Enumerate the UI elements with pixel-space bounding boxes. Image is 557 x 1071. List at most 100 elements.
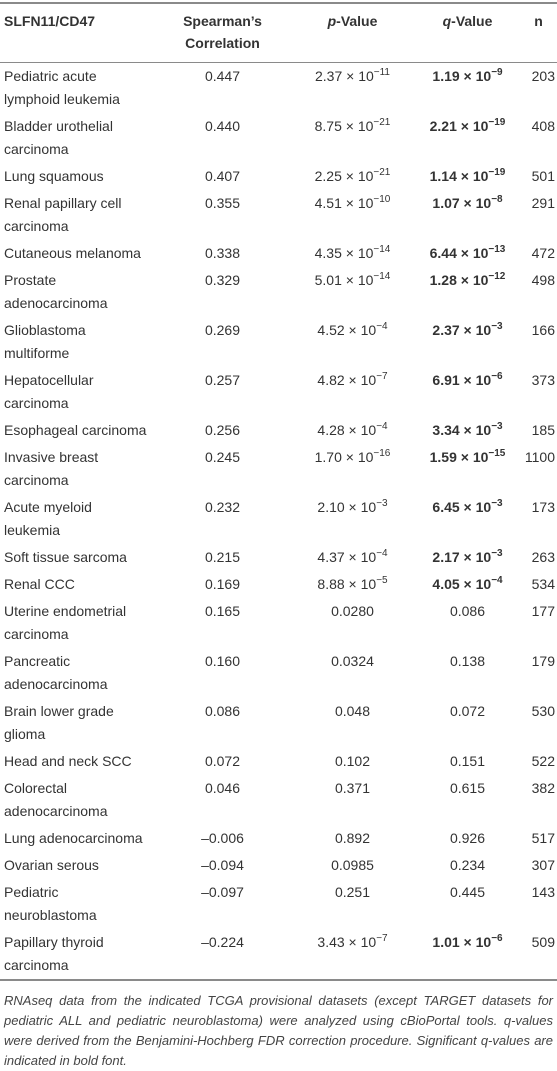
bold-value: 6.45 × 10−3	[432, 499, 502, 516]
cell-text: –0.094	[201, 857, 244, 873]
table-cell: 0.232	[155, 494, 290, 544]
cell-text: 185	[531, 422, 555, 438]
cell-text: 0.440	[204, 118, 241, 134]
table-cell: 4.82 × 10−7	[290, 367, 415, 417]
exponent: −19	[488, 167, 506, 178]
table-cell: 4.28 × 10−4	[290, 417, 415, 444]
table-cell: 373	[520, 367, 557, 417]
mantissa: 2.37 × 10	[432, 322, 492, 338]
mantissa: 1.28 × 10	[429, 272, 489, 288]
mantissa: 4.28 × 10	[317, 422, 377, 438]
mantissa: 4.37 × 10	[317, 549, 377, 565]
bold-value: 6.91 × 10−6	[432, 371, 503, 389]
table-cell: 0.338	[155, 240, 290, 267]
cell-text: 534	[531, 576, 555, 592]
exponent: −12	[488, 271, 506, 282]
table-cell: 2.21 × 10−19	[415, 113, 520, 163]
cell-text: 0.086	[204, 703, 241, 719]
table-row: Colorectal adenocarcinoma 0.046 0.371 0.615…	[0, 775, 557, 825]
table-row: Bladder urothelial carcinoma 0.440 8.75 × …	[0, 113, 557, 163]
mantissa: 5.01 × 10	[314, 272, 374, 288]
bold-value: 1.59 × 10−15	[430, 449, 506, 466]
cell-text: 408	[531, 118, 555, 134]
table-cell: 0.440	[155, 113, 290, 163]
table-cell: 0.0280	[290, 598, 415, 648]
exponent: −21	[373, 117, 391, 128]
mantissa: 2.10 × 10	[317, 499, 377, 515]
table-cell: 0.086	[415, 598, 520, 648]
cell-text: 173	[531, 499, 555, 515]
table-row: Renal papillary cell carcinoma 0.355 4.51 …	[0, 190, 557, 240]
table-cell: 143	[520, 879, 557, 929]
table-cell: 530	[520, 698, 557, 748]
table-cell: 0.072	[415, 698, 520, 748]
table-cell: 0.046	[155, 775, 290, 825]
cell-text: 203	[531, 68, 555, 84]
cell-text: 0.257	[204, 372, 241, 388]
cell-text: –0.224	[201, 934, 244, 950]
table-cell: 0.892	[290, 825, 415, 852]
header-italic: q	[442, 13, 452, 29]
table-note: RNAseq data from the indicated TCGA prov…	[4, 993, 553, 1068]
table-cell: 0.169	[155, 571, 290, 598]
table-cell: 2.10 × 10−3	[290, 494, 415, 544]
exponent: −5	[376, 575, 388, 586]
exponent: −6	[491, 933, 503, 944]
exponent: −4	[376, 321, 388, 332]
cell-text: 0.072	[204, 753, 241, 769]
cell-text: 0.215	[204, 549, 241, 565]
table-header: SLFN11/CD47 Spearman’s Correlation p-Value…	[0, 3, 557, 63]
table-cell: 0.251	[290, 879, 415, 929]
table-cell: 382	[520, 775, 557, 825]
cell-text: 382	[531, 780, 555, 796]
table-cell: 1.28 × 10−12	[415, 267, 520, 317]
table-cell: –0.224	[155, 929, 290, 980]
table-cell: 177	[520, 598, 557, 648]
header-cell: p-Value	[290, 3, 415, 63]
cancer-type: Prostate adenocarcinoma	[4, 272, 108, 311]
exponent: −19	[488, 117, 506, 128]
table-row: Pediatric neuroblastoma –0.097 0.251 0.445 1…	[0, 879, 557, 929]
table-cell: 0.407	[155, 163, 290, 190]
mantissa: 8.88 × 10	[317, 576, 377, 592]
header-cell: n	[534, 13, 543, 29]
cell-text: –0.097	[201, 884, 244, 900]
table-cell: 4.51 × 10−10	[290, 190, 415, 240]
table-cell: 1.14 × 10−19	[415, 163, 520, 190]
mantissa: 1.07 × 10	[432, 195, 492, 211]
table-cell: 0.329	[155, 267, 290, 317]
cell-text: 143	[531, 884, 555, 900]
cell-text: 0.407	[204, 168, 241, 184]
cell-text: 501	[531, 168, 555, 184]
cell-text: 0.046	[204, 780, 241, 796]
bold-value: 1.28 × 10−12	[429, 271, 506, 289]
cell-text: 0.165	[204, 603, 241, 619]
table-cell: 4.05 × 10−4	[415, 571, 520, 598]
cell-text: 0.251	[334, 884, 371, 900]
cancer-type: Soft tissue sarcoma	[4, 549, 127, 565]
table-cell: 0.355	[155, 190, 290, 240]
table-cell: 1.59 × 10−15	[415, 444, 520, 494]
table-cell: 3.43 × 10−7	[290, 929, 415, 980]
table-row: Esophageal carcinoma 0.256 4.28 × 10−4 3.34…	[0, 417, 557, 444]
cell-text: 0.329	[204, 272, 241, 288]
table-cell: 0.257	[155, 367, 290, 417]
table-cell: 0.151	[415, 748, 520, 775]
mantissa: 4.35 × 10	[314, 245, 374, 261]
exponent: −6	[491, 371, 503, 382]
bold-value: 1.07 × 10−8	[432, 195, 502, 212]
table-row: Pancreatic adenocarcinoma 0.160 0.0324 0.13…	[0, 648, 557, 698]
cell-text: 0.234	[449, 857, 486, 873]
table-cell: 0.048	[290, 698, 415, 748]
bold-value: 2.37 × 10−3	[432, 322, 502, 339]
table-row: Head and neck SCC 0.072 0.102 0.151 522	[0, 748, 557, 775]
cancer-type: Pediatric neuroblastoma	[4, 884, 97, 923]
table-row: Soft tissue sarcoma 0.215 4.37 × 10−4 2.17 …	[0, 544, 557, 571]
cell-text: 291	[531, 195, 555, 211]
header-cell: Spearman’s Correlation	[183, 13, 262, 51]
mantissa: 1.01 × 10	[432, 934, 492, 950]
cell-text: 0.138	[449, 653, 486, 669]
mantissa: 6.91 × 10	[432, 372, 492, 388]
table-cell: 6.91 × 10−6	[415, 367, 520, 417]
table-cell: 4.37 × 10−4	[290, 544, 415, 571]
